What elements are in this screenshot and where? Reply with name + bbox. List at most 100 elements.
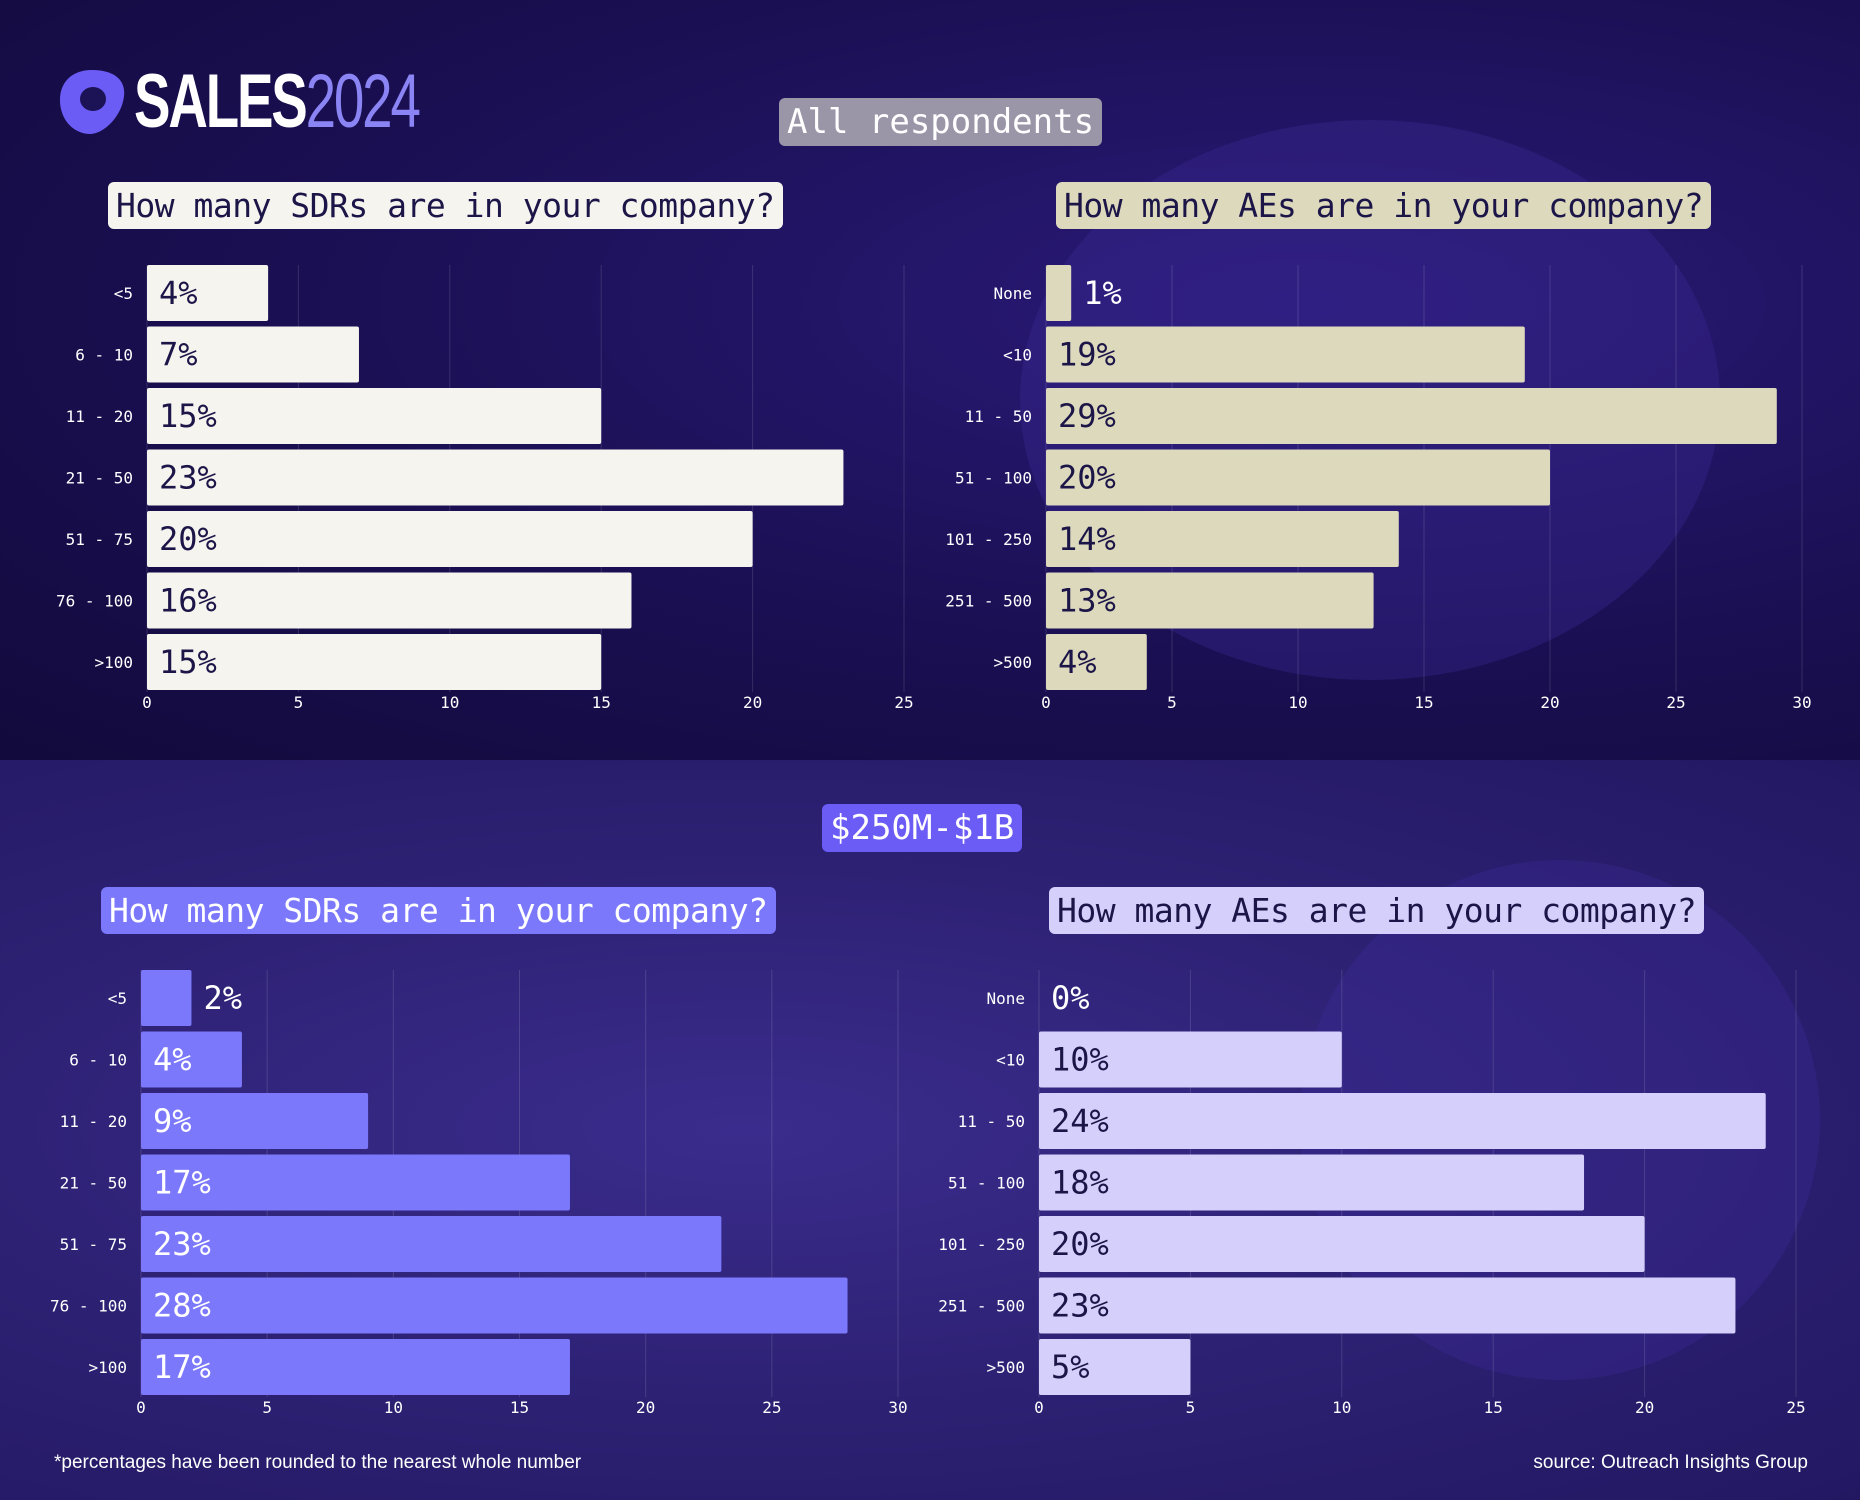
bar	[141, 1154, 570, 1211]
brand-name-part1: SALES	[134, 59, 308, 144]
data-label: 14%	[1058, 520, 1116, 558]
x-tick-label: 25	[1666, 693, 1685, 712]
bar	[141, 970, 192, 1026]
chart-title-ae-all: How many AEs are in your company?	[1056, 182, 1712, 229]
bar	[1039, 1216, 1645, 1272]
brand-logo: SALES2024	[56, 64, 529, 140]
data-label: 0%	[1051, 979, 1090, 1017]
bar	[1046, 265, 1072, 321]
x-tick-label: 10	[1288, 693, 1307, 712]
data-label: 23%	[153, 1225, 211, 1263]
category-label: 251 - 500	[945, 592, 1032, 611]
data-label: 17%	[153, 1348, 211, 1386]
data-label: 1%	[1083, 274, 1122, 312]
bar	[147, 265, 269, 321]
bar	[141, 1093, 369, 1149]
bar	[141, 1031, 242, 1088]
outreach-logo-icon	[60, 70, 125, 134]
bar	[141, 1277, 848, 1334]
x-tick-label: 0	[142, 693, 152, 712]
bar	[1039, 1339, 1191, 1395]
category-label: 51 - 75	[66, 530, 133, 549]
category-label: >500	[993, 653, 1032, 672]
data-label: 7%	[159, 336, 198, 374]
bar	[141, 1339, 570, 1395]
category-label: 11 - 50	[958, 1112, 1025, 1131]
chart-title-sdr-all: How many SDRs are in your company?	[108, 182, 783, 229]
category-label: 51 - 100	[955, 469, 1032, 488]
category-label: 6 - 10	[75, 346, 133, 365]
bar	[147, 634, 602, 690]
bar	[147, 326, 359, 383]
x-tick-label: 25	[1786, 1398, 1805, 1417]
category-label: 51 - 100	[948, 1174, 1025, 1193]
x-tick-label: 20	[1635, 1398, 1654, 1417]
x-tick-label: 5	[1186, 1398, 1196, 1417]
category-label: 21 - 50	[66, 469, 133, 488]
category-label: <5	[108, 989, 127, 1008]
bar	[141, 1216, 722, 1272]
bar	[147, 388, 602, 444]
data-label: 2%	[203, 979, 242, 1017]
x-tick-label: 20	[1540, 693, 1559, 712]
group-label-all-respondents: All respondents	[779, 98, 1103, 146]
data-label: 20%	[159, 520, 217, 558]
bar	[1046, 572, 1374, 629]
x-tick-label: 20	[743, 693, 762, 712]
x-tick-label: 10	[1332, 1398, 1351, 1417]
category-label: <10	[996, 1051, 1025, 1070]
category-label: 21 - 50	[60, 1174, 127, 1193]
bar	[1046, 326, 1525, 383]
data-label: 15%	[159, 397, 217, 435]
bar	[1046, 449, 1550, 506]
category-label: 76 - 100	[50, 1297, 127, 1316]
x-tick-label: 15	[1484, 1398, 1503, 1417]
x-tick-label: 30	[1792, 693, 1811, 712]
bar	[147, 572, 632, 629]
bar	[1039, 1031, 1342, 1088]
data-label: 4%	[1058, 643, 1097, 681]
x-tick-label: 0	[1041, 693, 1051, 712]
bar	[1039, 1277, 1736, 1334]
x-tick-label: 25	[762, 1398, 781, 1417]
category-label: <10	[1003, 346, 1032, 365]
category-label: 11 - 50	[965, 407, 1032, 426]
category-label: 11 - 20	[66, 407, 133, 426]
x-tick-label: 15	[592, 693, 611, 712]
category-label: None	[986, 989, 1025, 1008]
data-label: 29%	[1058, 397, 1116, 435]
data-label: 20%	[1051, 1225, 1109, 1263]
x-tick-label: 30	[888, 1398, 907, 1417]
x-tick-label: 5	[294, 693, 304, 712]
group-label-revenue-segment: $250M-$1B	[822, 804, 1023, 852]
bar	[1039, 1154, 1585, 1211]
category-label: 101 - 250	[938, 1235, 1025, 1254]
category-label: >100	[88, 1358, 127, 1377]
chart-title-ae-segment: How many AEs are in your company?	[1049, 887, 1705, 934]
category-label: 76 - 100	[56, 592, 133, 611]
data-label: 23%	[159, 459, 217, 497]
x-tick-label: 20	[636, 1398, 655, 1417]
chart-title-sdr-segment: How many SDRs are in your company?	[101, 887, 776, 934]
brand-wordmark: SALES2024	[134, 64, 421, 140]
bar	[1046, 634, 1147, 690]
category-label: 251 - 500	[938, 1297, 1025, 1316]
x-tick-label: 5	[262, 1398, 272, 1417]
data-label: 18%	[1051, 1164, 1109, 1202]
data-label: 23%	[1051, 1287, 1109, 1325]
bar	[147, 511, 753, 567]
data-label: 4%	[159, 274, 198, 312]
bar	[147, 449, 844, 506]
data-label: 10%	[1051, 1041, 1109, 1079]
x-tick-label: 15	[1414, 693, 1433, 712]
x-tick-label: 10	[384, 1398, 403, 1417]
x-tick-label: 0	[1034, 1398, 1044, 1417]
bar	[1039, 1093, 1766, 1149]
data-label: 17%	[153, 1164, 211, 1202]
data-label: 19%	[1058, 336, 1116, 374]
category-label: 6 - 10	[69, 1051, 127, 1070]
